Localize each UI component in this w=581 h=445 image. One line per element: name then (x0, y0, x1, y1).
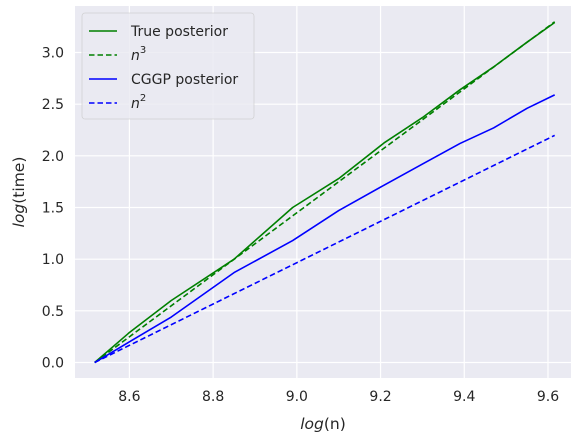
y-tick-label: 0.5 (42, 304, 64, 320)
y-axis-label: log(time) (10, 157, 28, 228)
legend: True posterior n3 CGGP posterior n2 (81, 12, 255, 120)
y-tick-label: 1.0 (42, 252, 64, 268)
series-lines (94, 21, 556, 364)
x-tick-label: 9.2 (369, 389, 391, 405)
x-tick-label: 8.8 (202, 389, 224, 405)
y-tick-label: 0.0 (42, 356, 64, 372)
series-line-3 (94, 94, 556, 364)
x-tick-label: 9.6 (537, 389, 559, 405)
legend-label-2: n3 (131, 45, 146, 64)
series-line-2 (94, 21, 556, 364)
y-tick-label: 1.5 (42, 201, 64, 217)
legend-box (81, 12, 255, 120)
tick-labels: 8.6 8.8 9.0 9.2 9.4 9.6 0.0 0.5 1.0 1.5 2.0 2.5 3.0 (42, 46, 559, 406)
legend-label-3: CGGP posterior (131, 72, 238, 88)
x-tick-label: 9.4 (453, 389, 475, 405)
legend-label-4: n2 (131, 93, 146, 112)
x-axis-label: log(n) (300, 415, 346, 433)
legend-items: True posterior n3 CGGP posterior n2 (89, 24, 238, 112)
x-tick-label: 8.6 (118, 389, 140, 405)
series-line-4 (94, 134, 556, 364)
legend-label-1: True posterior (130, 24, 228, 40)
y-tick-label: 2.0 (42, 149, 64, 165)
y-tick-label: 3.0 (42, 46, 64, 62)
y-tick-label: 2.5 (42, 97, 64, 113)
x-tick-label: 9.0 (286, 389, 308, 405)
